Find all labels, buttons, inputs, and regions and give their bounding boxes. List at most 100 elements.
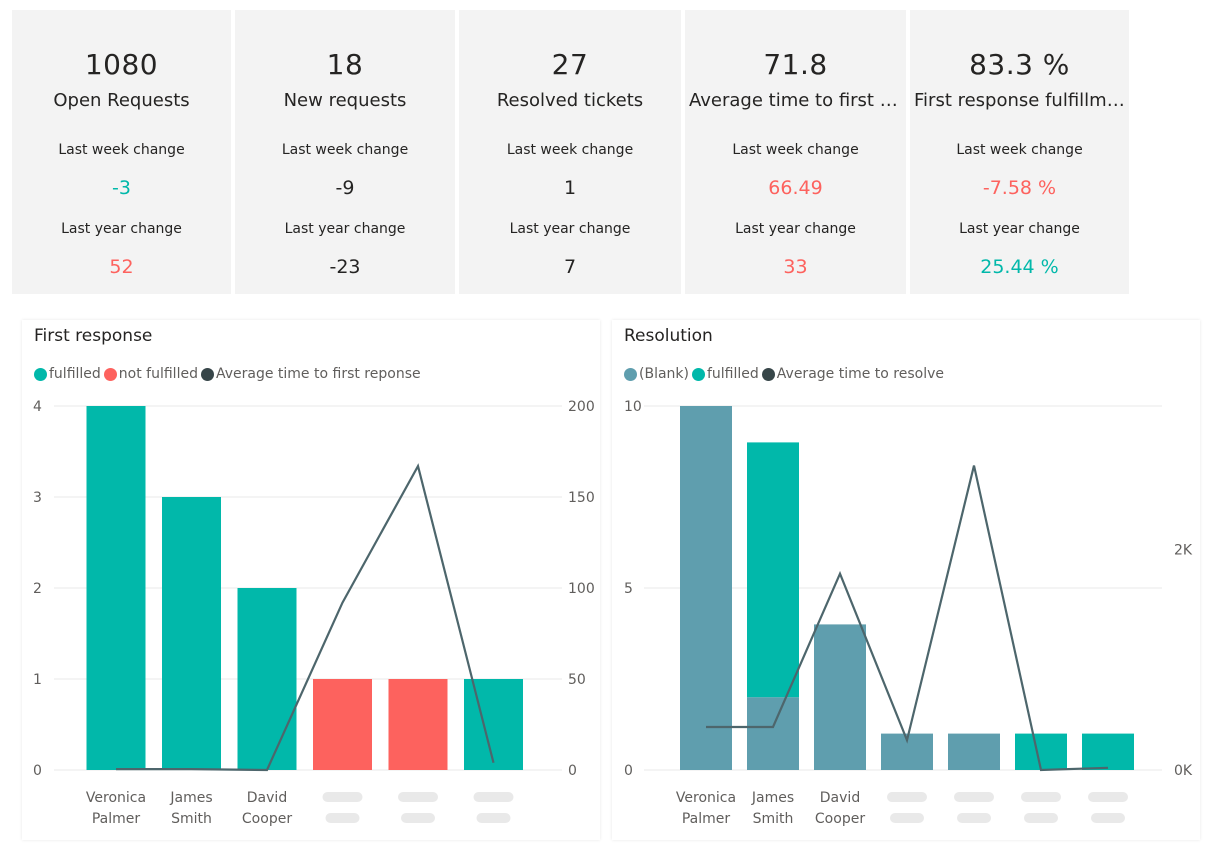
week-change-value: -9 <box>335 177 355 199</box>
kpi-label: Average time to first r... <box>689 90 902 111</box>
legend-item[interactable]: Average time to first reponse <box>200 366 421 382</box>
chart-legend: (Blank) fulfilled Average time to resolve <box>624 366 947 382</box>
year-change-label: Last year change <box>61 221 182 237</box>
redacted-label <box>398 792 438 802</box>
bar--blank- <box>948 733 1000 770</box>
redacted-label <box>325 813 360 823</box>
x-tick-label: Cooper <box>815 811 865 827</box>
redacted-label <box>473 792 514 802</box>
resolution-panel: Resolution (Blank) fulfilled Average time … <box>612 320 1200 840</box>
chart-title: Resolution <box>624 326 713 346</box>
y-tick-label: 4 <box>33 399 42 415</box>
redacted-label <box>322 792 363 802</box>
legend-label: fulfilled <box>706 366 759 382</box>
legend-marker <box>624 367 637 381</box>
chart-title: First response <box>34 326 153 346</box>
redacted-label <box>957 813 991 823</box>
bar-not-fulfilled <box>388 679 448 770</box>
x-tick-label: Veronica <box>676 790 736 806</box>
legend-label: not fulfilled <box>118 366 198 382</box>
bar-fulfilled <box>1082 733 1134 770</box>
legend-item[interactable]: (Blank) <box>624 366 689 382</box>
bar-not-fulfilled <box>313 679 372 770</box>
redacted-label <box>1021 792 1061 802</box>
bar--blank- <box>747 697 799 770</box>
bar--blank- <box>680 406 732 770</box>
week-change-value: 1 <box>563 177 577 199</box>
x-tick-label: Smith <box>753 811 794 827</box>
kpi-value: 27 <box>551 48 589 81</box>
x-tick-label: Palmer <box>92 811 141 827</box>
week-change-value: -7.58 % <box>982 177 1057 199</box>
kpi-card: 27 Resolved tickets Last week change 1 Last … <box>459 10 681 294</box>
x-tick-label: Cooper <box>242 811 292 827</box>
y-tick-label: 2 <box>33 581 42 597</box>
week-change-label: Last week change <box>956 142 1083 158</box>
year-change-value: 7 <box>563 256 577 278</box>
kpi-label: Resolved tickets <box>496 90 644 111</box>
first-response-chart: 0 1 2 3 4 0 50 100 150 200 Veronica Palmer James Smit… <box>33 399 595 827</box>
year-change-label: Last year change <box>735 221 856 237</box>
kpi-card: 83.3 % First response fulfillme... Last we… <box>910 10 1129 294</box>
resolution-chart: 0 5 10 0K 2K Veronica Palmer James Smith David Coo… <box>624 399 1193 827</box>
bar--blank- <box>814 624 866 770</box>
x-tick-label: Veronica <box>86 790 146 806</box>
kpi-card: 71.8 Average time to first r... Last week … <box>685 10 906 294</box>
year-change-value: -23 <box>329 256 361 278</box>
y-tick-label: 1 <box>33 672 42 688</box>
bar-fulfilled <box>464 679 523 770</box>
legend-label: Average time to first reponse <box>215 366 421 382</box>
y-tick-label: 0 <box>33 763 42 779</box>
year-change-label: Last year change <box>509 221 631 237</box>
kpi-value: 18 <box>326 48 364 81</box>
year-change-label: Last year change <box>959 221 1080 237</box>
week-change-label: Last week change <box>58 142 185 158</box>
y-tick-label: 3 <box>33 490 42 506</box>
year-change-value: 33 <box>783 256 808 278</box>
chart-legend: fulfilled not fulfilled Average time to fi… <box>34 366 424 382</box>
y2-tick-label: 0K <box>1174 763 1193 779</box>
redacted-label <box>401 813 435 823</box>
y-tick-label: 0 <box>624 763 633 779</box>
y2-tick-label: 50 <box>568 672 586 688</box>
kpi-label: Open Requests <box>53 90 190 111</box>
x-tick-label: Palmer <box>682 811 731 827</box>
legend-label: fulfilled <box>49 366 101 382</box>
legend-label: (Blank) <box>639 366 689 382</box>
kpi-value: 83.3 % <box>969 48 1070 81</box>
y2-tick-label: 100 <box>568 581 595 597</box>
redacted-label <box>890 813 924 823</box>
kpi-value: 71.8 <box>763 48 828 81</box>
legend-marker <box>761 367 775 381</box>
legend-item[interactable]: not fulfilled <box>103 366 198 382</box>
legend-marker <box>200 367 214 381</box>
year-change-label: Last year change <box>284 221 406 237</box>
y2-tick-label: 0 <box>568 763 577 779</box>
y-tick-label: 5 <box>624 581 633 597</box>
week-change-label: Last week change <box>732 142 859 158</box>
kpi-card: 1080 Open Requests Last week change -3 Last … <box>12 10 231 294</box>
kpi-card: 18 New requests Last week change -9 Last yea… <box>235 10 455 294</box>
week-change-label: Last week change <box>506 142 634 158</box>
bar-fulfilled <box>237 588 297 770</box>
kpi-row: 1080 Open Requests Last week change -3 Last … <box>12 10 1138 294</box>
x-tick-label: James <box>751 790 794 806</box>
legend-marker <box>103 367 117 381</box>
week-change-value: 66.49 <box>768 177 823 199</box>
kpi-label: First response fulfillme... <box>914 90 1125 111</box>
year-change-value: 25.44 % <box>980 256 1059 278</box>
bar-fulfilled <box>86 406 146 770</box>
x-tick-label: Smith <box>171 811 212 827</box>
y2-tick-label: 200 <box>568 399 595 415</box>
redacted-label <box>1024 813 1058 823</box>
redacted-label <box>1091 813 1125 823</box>
first-response-panel: First response fulfilled not fulfilled Ave… <box>22 320 600 840</box>
legend-item[interactable]: Average time to resolve <box>761 366 945 382</box>
redacted-label <box>954 792 994 802</box>
legend-item[interactable]: fulfilled <box>691 366 759 382</box>
x-tick-label: David <box>247 790 287 806</box>
kpi-value: 1080 <box>84 48 159 81</box>
x-tick-label: James <box>169 790 212 806</box>
legend-item[interactable]: fulfilled <box>34 366 101 382</box>
legend-label: Average time to resolve <box>776 366 945 382</box>
